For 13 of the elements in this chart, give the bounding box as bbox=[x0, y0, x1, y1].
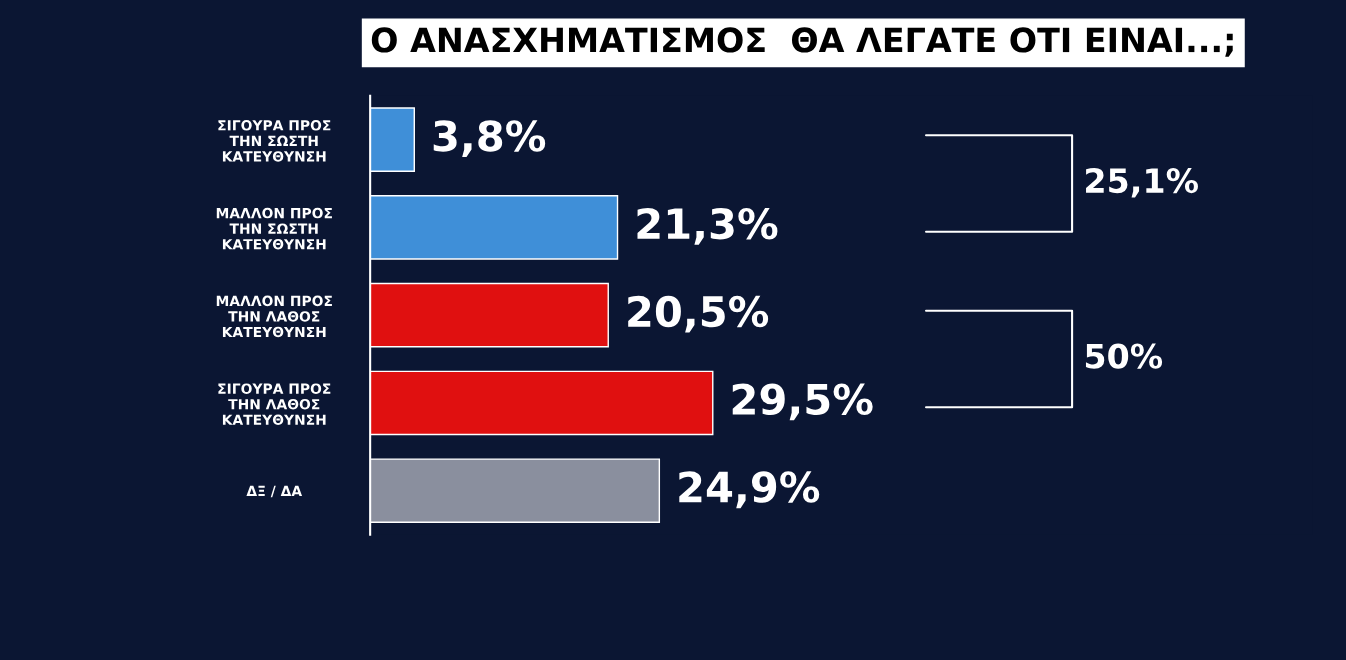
data-label: 21,3% bbox=[637, 207, 778, 245]
data-label: 24,9% bbox=[679, 471, 820, 509]
text: 25,1% bbox=[1086, 167, 1198, 198]
data-label: 3,8% bbox=[433, 120, 546, 158]
text: 50% bbox=[1085, 343, 1163, 369]
y-tick-label: ΜΑΛΛΟΝ ΠΡΟΣ ΤΗΝ ΣΩΣΤΗ ΚΑΤΕΥΘΥΝΣΗ bbox=[216, 207, 332, 250]
y-tick-label: ΜΑΛΛΟΝ ΠΡΟΣ ΤΗΝ ΛΑΘΟΣ ΚΑΤΕΥΘΥΝΣΗ bbox=[216, 295, 332, 338]
y-tick-label: ΣΙΓΟΥΡΑ ΠΡΟΣ ΤΗΝ ΛΑΘΟΣ ΚΑΤΕΥΘΥΝΣΗ bbox=[218, 383, 331, 426]
data-label: 29,5% bbox=[732, 383, 873, 421]
text: Ο ΑΝΑΣΧΗΜΑΤΙΣΜΟΣ ΘΑ ΛΕΓΑΤΕ ΟΤΙ ΕΙΝΑΙ...; bbox=[371, 27, 1233, 57]
y-tick-label: ΣΙΓΟΥΡΑ ΠΡΟΣ ΤΗΝ ΣΩΣΤΗ ΚΑΤΕΥΘΥΝΣΗ bbox=[218, 120, 331, 162]
data-label: 20,5% bbox=[628, 295, 769, 333]
y-tick-label: ΔΞ / ΔΑ bbox=[246, 485, 303, 498]
